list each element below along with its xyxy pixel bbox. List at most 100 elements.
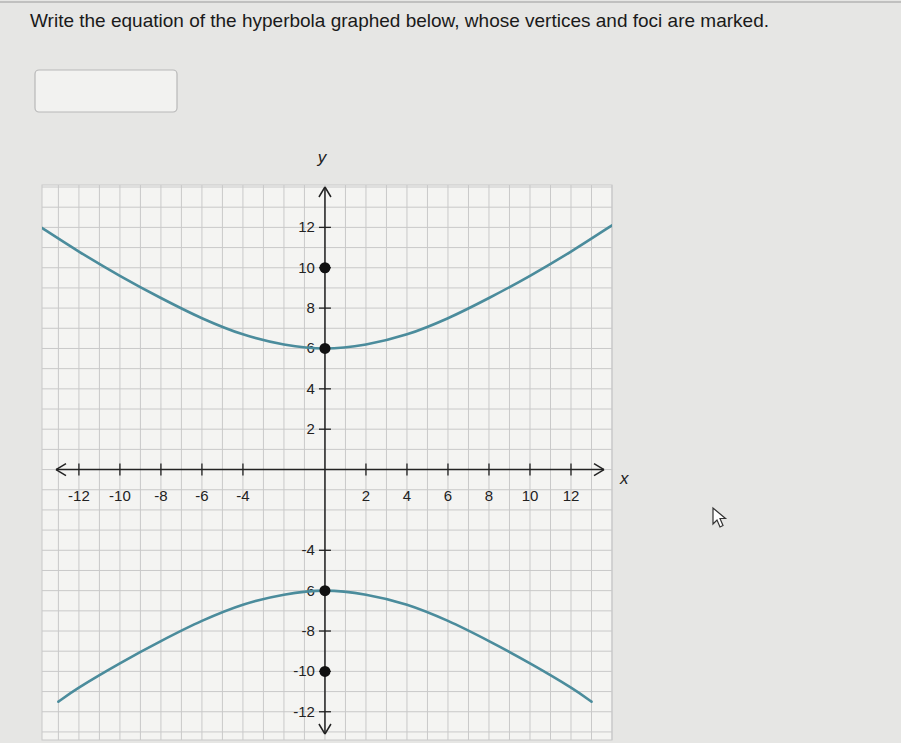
grid-line [42, 469, 612, 470]
y-tick-label: 12 [298, 218, 315, 235]
grid-line [119, 185, 120, 740]
x-tick-label: 10 [522, 487, 539, 504]
y-tick-label: 2 [307, 420, 315, 437]
grid-line [42, 287, 612, 288]
y-tick-label: -8 [302, 622, 315, 639]
point [319, 262, 330, 273]
y-tick [319, 307, 331, 308]
y-tick [319, 227, 331, 228]
plot-area [42, 185, 612, 740]
grid-line [42, 449, 612, 450]
grid-line [201, 185, 202, 740]
y-tick [319, 711, 331, 712]
grid-line [42, 550, 612, 551]
grid-line [488, 185, 489, 740]
x-tick-label: 8 [485, 487, 493, 504]
grid-line [42, 610, 612, 611]
grid-line [42, 328, 612, 329]
x-tick [160, 464, 161, 476]
grid-line [242, 185, 243, 740]
grid-line [78, 185, 79, 740]
grid-line [42, 651, 612, 652]
y-tick-label: -4 [302, 541, 315, 558]
x-tick-label: -8 [154, 487, 167, 504]
answer-box[interactable] [35, 70, 177, 112]
grid-line [283, 185, 284, 740]
x-tick-label: -10 [109, 487, 131, 504]
y-tick [319, 630, 331, 631]
grid [42, 185, 612, 740]
grid-line [529, 185, 530, 740]
grid-line [345, 185, 346, 740]
grid-line [42, 711, 612, 712]
grid-line [140, 185, 141, 740]
grid-line [42, 631, 612, 632]
grid-line [447, 185, 448, 740]
grid-line [386, 185, 387, 740]
grid-line [42, 247, 612, 248]
grid-line [42, 530, 612, 531]
y-tick [319, 388, 331, 389]
grid-line [427, 185, 428, 740]
grid-line [160, 185, 161, 740]
x-tick [406, 464, 407, 476]
x-tick [78, 464, 79, 476]
grid-line [42, 388, 612, 389]
x-tick-label: 12 [563, 487, 580, 504]
grid-line [42, 509, 612, 510]
x-tick [242, 464, 243, 476]
grid-line [42, 308, 612, 309]
grid-line [550, 185, 551, 740]
x-tick [488, 464, 489, 476]
y-tick-label: -10 [293, 662, 315, 679]
x-tick [570, 464, 571, 476]
x-tick [365, 464, 366, 476]
grid-line [222, 185, 223, 740]
x-tick-label: -6 [195, 487, 208, 504]
point [319, 666, 330, 677]
x-tick-label: -12 [68, 487, 90, 504]
x-tick-label: 2 [362, 487, 370, 504]
x-axis-arrow [56, 464, 66, 476]
grid-line [42, 409, 612, 410]
grid-line [42, 187, 612, 188]
y-tick [319, 550, 331, 551]
grid-line [468, 185, 469, 740]
y-axis-label: y [317, 148, 328, 167]
x-tick-label: 4 [403, 487, 411, 504]
point [319, 343, 330, 354]
page: Write the equation of the hyperbola grap… [0, 0, 901, 743]
grid-line [263, 185, 264, 740]
x-axis [56, 469, 604, 471]
y-tick [319, 429, 331, 430]
grid-line [42, 570, 612, 571]
axes [56, 187, 604, 734]
grid-line [509, 185, 510, 740]
y-axis-arrow [319, 187, 331, 197]
y-tick-label: -12 [293, 703, 315, 720]
y-tick-label: 4 [307, 380, 315, 397]
x-axis-arrow [594, 464, 604, 476]
grid-line [406, 185, 407, 740]
x-tick [447, 464, 448, 476]
grid-line [42, 227, 612, 228]
x-tick [201, 464, 202, 476]
grid-line [99, 185, 100, 740]
question: Write the equation of the hyperbola grap… [30, 10, 769, 31]
grid-line [570, 185, 571, 740]
hyperbola-branch [58, 591, 591, 702]
x-tick-label: 6 [444, 487, 452, 504]
x-tick [529, 464, 530, 476]
grid-line [591, 185, 592, 740]
x-axis-label: x [619, 469, 629, 488]
grid-line [612, 185, 613, 740]
top-rule [0, 2, 901, 3]
grid-line [42, 691, 612, 692]
y-tick-label: 8 [307, 299, 315, 316]
grid-line [42, 429, 612, 430]
point [319, 585, 330, 596]
x-tick-label: -4 [236, 487, 249, 504]
grid-line [42, 368, 612, 369]
hyperbola-branch [42, 225, 612, 348]
y-tick-label: 10 [298, 259, 315, 276]
